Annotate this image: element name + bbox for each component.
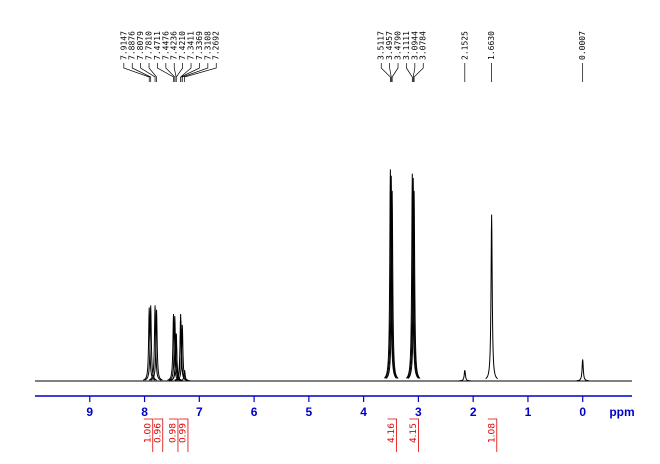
peak-label: 7.4210 [178, 31, 187, 60]
integral-label: 1.08 [487, 423, 497, 443]
peak [384, 169, 397, 379]
peak [384, 175, 398, 379]
peak-label: 3.1111 [402, 31, 411, 60]
peak-label: 7.4476 [161, 31, 170, 60]
leader-line [165, 63, 176, 82]
peak [170, 333, 183, 381]
integral-bracket [143, 418, 154, 452]
peak-label: 7.3108 [203, 31, 212, 60]
leader-line [157, 63, 174, 82]
peak-label: 7.3411 [187, 31, 196, 60]
leader-line [180, 63, 200, 82]
integral-bracket [387, 418, 397, 452]
integral-bracket [168, 418, 179, 452]
integral-label: 0.99 [178, 423, 188, 443]
peak-label: 3.0944 [410, 31, 419, 60]
peak [144, 305, 157, 381]
x-tick-label: 6 [251, 405, 258, 419]
peak-label: 3.5117 [377, 31, 386, 60]
peak [576, 359, 589, 382]
peak-label: 7.2692 [212, 31, 221, 60]
x-tick-label: 8 [141, 405, 148, 419]
x-tick-label: 4 [360, 405, 367, 419]
leader-line [413, 63, 424, 82]
peak-label: 3.0784 [419, 31, 428, 60]
x-tick-label: 2 [470, 405, 477, 419]
integral-label: 0.96 [153, 423, 163, 443]
peak-label: 2.1525 [460, 31, 469, 60]
x-tick-label: 5 [306, 405, 313, 419]
peak [148, 305, 162, 381]
peak [150, 309, 163, 381]
peak [178, 370, 191, 382]
peak [458, 370, 471, 382]
leader-line [184, 63, 217, 82]
peak-label: 7.3369 [195, 31, 204, 60]
leader-line [175, 63, 183, 82]
x-tick-label: 0 [579, 405, 586, 419]
peak-label: 7.4236 [170, 31, 179, 60]
leader-line [389, 63, 392, 82]
peak-label: 0.0007 [578, 31, 587, 60]
peak [407, 190, 421, 379]
leader-line [123, 63, 150, 82]
x-tick-label: 7 [196, 405, 203, 419]
peak-label: 7.4711 [153, 31, 162, 60]
peak [406, 177, 420, 379]
x-tick-label: 3 [415, 405, 422, 419]
leader-line [148, 63, 157, 82]
leader-line [406, 63, 413, 82]
leader-line [140, 63, 156, 82]
integral-label: 1.00 [143, 423, 153, 443]
peak-label: 7.9147 [119, 31, 128, 60]
x-tick-label: 9 [86, 405, 93, 419]
x-axis-label: ppm [609, 405, 634, 419]
integral-bracket [178, 418, 189, 452]
peak [485, 214, 498, 380]
leader-line [181, 63, 209, 82]
peak-label: 3.4957 [385, 31, 394, 60]
integral-label: 0.98 [168, 423, 178, 443]
integral-bracket [409, 418, 419, 452]
peak [385, 190, 399, 379]
leader-line [412, 63, 416, 82]
integral-label: 4.15 [409, 423, 419, 443]
leader-line [391, 63, 399, 82]
peak-label: 7.8876 [128, 31, 137, 60]
peak [174, 320, 187, 381]
leader-line [131, 63, 152, 82]
x-tick-label: 1 [525, 405, 532, 419]
integral-bracket [487, 418, 498, 452]
leader-line [380, 63, 391, 82]
peak-label: 7.7810 [145, 31, 154, 60]
peak-label: 7.8079 [136, 31, 145, 60]
peak-label: 3.4790 [394, 31, 403, 60]
peak-label: 1.6630 [487, 31, 496, 60]
peak [405, 173, 419, 379]
integral-bracket [153, 418, 164, 452]
integral-label: 4.16 [387, 423, 397, 443]
